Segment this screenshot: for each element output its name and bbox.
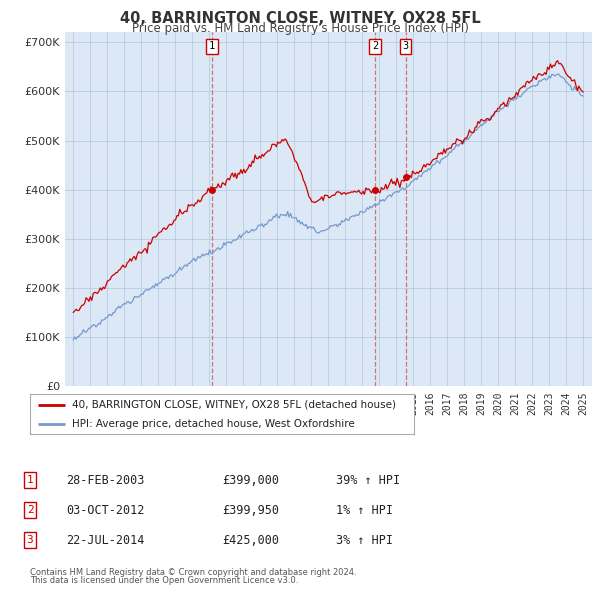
Text: 28-FEB-2003: 28-FEB-2003	[66, 474, 145, 487]
Text: Price paid vs. HM Land Registry's House Price Index (HPI): Price paid vs. HM Land Registry's House …	[131, 22, 469, 35]
Text: 1% ↑ HPI: 1% ↑ HPI	[336, 503, 393, 516]
Text: £399,000: £399,000	[222, 474, 279, 487]
Text: 1: 1	[209, 41, 215, 51]
Text: 3: 3	[403, 41, 409, 51]
Text: 3% ↑ HPI: 3% ↑ HPI	[336, 533, 393, 546]
Text: 22-JUL-2014: 22-JUL-2014	[66, 533, 145, 546]
Text: 2: 2	[26, 505, 34, 515]
Text: £399,950: £399,950	[222, 503, 279, 516]
Text: 39% ↑ HPI: 39% ↑ HPI	[336, 474, 400, 487]
Text: 03-OCT-2012: 03-OCT-2012	[66, 503, 145, 516]
Text: 40, BARRINGTON CLOSE, WITNEY, OX28 5FL (detached house): 40, BARRINGTON CLOSE, WITNEY, OX28 5FL (…	[72, 400, 396, 410]
Text: 40, BARRINGTON CLOSE, WITNEY, OX28 5FL: 40, BARRINGTON CLOSE, WITNEY, OX28 5FL	[119, 11, 481, 25]
Text: HPI: Average price, detached house, West Oxfordshire: HPI: Average price, detached house, West…	[72, 419, 355, 428]
Text: 2: 2	[372, 41, 378, 51]
Text: Contains HM Land Registry data © Crown copyright and database right 2024.: Contains HM Land Registry data © Crown c…	[30, 568, 356, 577]
Text: 3: 3	[26, 535, 34, 545]
Text: 1: 1	[26, 475, 34, 485]
Text: £425,000: £425,000	[222, 533, 279, 546]
Text: This data is licensed under the Open Government Licence v3.0.: This data is licensed under the Open Gov…	[30, 576, 298, 585]
